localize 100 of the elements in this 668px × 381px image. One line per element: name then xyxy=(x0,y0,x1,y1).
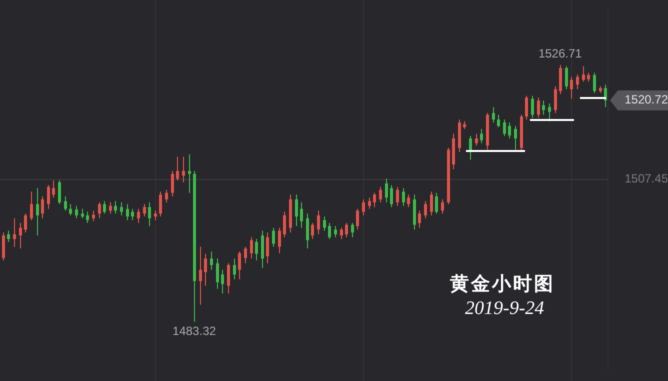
candlestick xyxy=(244,246,247,264)
candlestick xyxy=(306,213,309,249)
candlestick xyxy=(221,269,224,294)
candlestick xyxy=(109,202,112,214)
candlestick xyxy=(81,208,84,219)
candlestick xyxy=(69,204,72,216)
candlestick xyxy=(92,210,95,222)
candlestick xyxy=(475,133,478,146)
candlestick xyxy=(30,191,33,221)
candlestick xyxy=(19,222,22,249)
candlestick xyxy=(199,246,202,306)
candlestick xyxy=(503,118,506,137)
candlestick xyxy=(120,202,123,216)
candlestick xyxy=(233,258,236,280)
candlestick xyxy=(266,232,269,264)
candlestick xyxy=(143,204,146,218)
annotation: 1483.32 xyxy=(172,324,216,338)
candlestick xyxy=(570,76,573,100)
candlestick xyxy=(278,227,281,254)
candlestick xyxy=(58,180,61,205)
candlestick xyxy=(424,200,427,219)
candlestick xyxy=(137,208,140,224)
candlestick xyxy=(114,200,117,214)
candlestick xyxy=(373,192,376,208)
candlestick xyxy=(204,253,207,286)
candlestick xyxy=(379,186,382,203)
candlestick xyxy=(300,202,303,228)
candlestick xyxy=(593,72,596,94)
candlestick xyxy=(98,202,101,219)
candlestick xyxy=(548,103,551,122)
candlestick xyxy=(407,194,410,208)
candlestick xyxy=(103,200,106,214)
candlestick xyxy=(531,95,534,118)
y-tick-label: 1520.72 xyxy=(624,92,668,107)
candlestick xyxy=(210,250,213,270)
candlestick xyxy=(435,192,438,214)
candlestick xyxy=(576,74,579,90)
candlestick xyxy=(492,106,495,123)
candlestick xyxy=(340,227,343,240)
candlestick xyxy=(24,213,27,234)
candlestick xyxy=(362,198,365,216)
candlestick xyxy=(227,262,230,294)
candlestick xyxy=(441,198,444,214)
candlestick xyxy=(565,66,568,90)
candlestick xyxy=(131,208,134,221)
candlestick xyxy=(13,218,16,248)
candlestick xyxy=(75,205,78,219)
candlestick xyxy=(311,222,314,240)
candlestick xyxy=(537,97,540,118)
text: 2019-9-24 xyxy=(465,298,544,320)
candlestick xyxy=(64,196,67,212)
candlestick xyxy=(283,211,286,238)
candlestick xyxy=(604,84,607,108)
candlestick xyxy=(351,222,354,238)
candlestick xyxy=(7,230,10,242)
candlestick xyxy=(334,226,337,238)
candlestick xyxy=(402,188,405,206)
candlestick xyxy=(159,191,162,218)
candlestick xyxy=(317,210,320,235)
candlestick xyxy=(345,222,348,238)
candlestick xyxy=(323,216,326,232)
candlestick xyxy=(542,100,545,116)
candlestick xyxy=(418,210,421,228)
candlestick xyxy=(41,196,44,219)
candlestick xyxy=(36,188,39,236)
candlestick xyxy=(261,230,264,269)
y-tick-label: 1507.45 xyxy=(624,171,668,186)
candlestick xyxy=(171,170,174,197)
candlestick xyxy=(2,232,5,261)
text: 黄金小时图 xyxy=(450,272,555,297)
candlestick xyxy=(430,191,433,216)
candlestick xyxy=(86,211,89,224)
candlestick xyxy=(154,210,157,221)
candlestick xyxy=(559,64,562,95)
candlestick xyxy=(295,194,298,227)
candlestick xyxy=(165,189,168,203)
candlestick xyxy=(497,114,500,128)
candlestick xyxy=(148,202,151,227)
candlestick xyxy=(188,154,191,194)
candlestick xyxy=(554,86,557,114)
candlestick xyxy=(356,208,359,230)
candlestick xyxy=(514,126,517,150)
candlestick xyxy=(47,184,50,210)
candlestick xyxy=(52,180,55,198)
candlestick xyxy=(250,236,253,260)
candlestick xyxy=(385,178,388,203)
candlestick xyxy=(328,222,331,240)
candlestick xyxy=(368,197,371,210)
candlestick xyxy=(480,128,483,144)
candlestick xyxy=(216,258,219,290)
annotation: 1526.71 xyxy=(538,46,582,60)
candlestick xyxy=(525,95,528,120)
candlestick xyxy=(176,156,179,181)
candlestick xyxy=(396,186,399,206)
candlestick xyxy=(582,66,585,82)
candlestick xyxy=(390,184,393,208)
candlestick xyxy=(182,156,185,183)
candlestick xyxy=(255,238,258,261)
candlestick xyxy=(238,250,241,280)
candlestick xyxy=(272,227,275,248)
